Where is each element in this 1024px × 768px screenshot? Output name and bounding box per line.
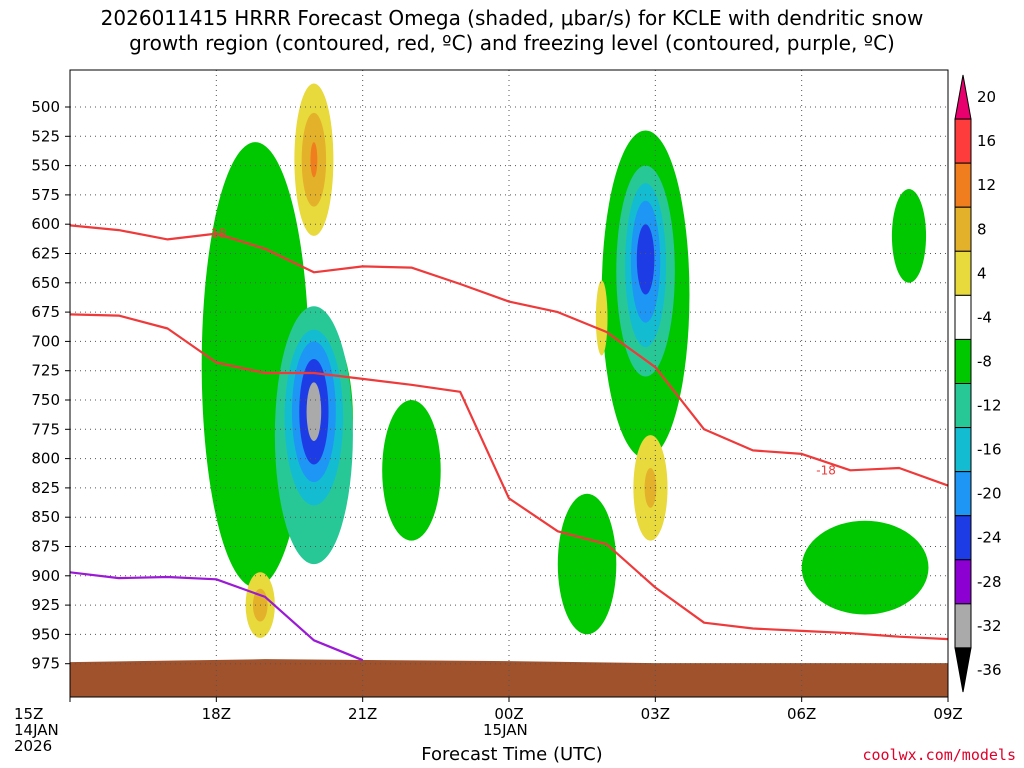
terrain-band: [70, 659, 948, 697]
omega-blob-12: [801, 520, 929, 615]
y-tick-label: 850: [31, 508, 60, 526]
y-tick-label: 575: [31, 186, 60, 204]
colorbar-tick-label: -32: [977, 617, 1002, 635]
x-axis-title: Forecast Time (UTC): [421, 744, 603, 765]
y-axis: 500 525 550 575 600 625 650 675 700 725 750 775 800 8…: [31, 98, 70, 673]
contour-label: -18: [816, 463, 836, 477]
colorbar-swatch: [954, 206, 972, 252]
colorbar-swatch: [954, 74, 972, 120]
y-tick-label: 600: [31, 215, 60, 233]
x-tick-label: 15Z: [14, 705, 43, 723]
contour-freezing-level: [70, 571, 364, 662]
colorbar-tick-label: -4: [977, 308, 992, 326]
x-tick-label: 09Z: [933, 705, 962, 723]
y-tick-label: 875: [31, 538, 60, 556]
x-tick-label: 21Z: [348, 705, 377, 723]
y-tick-label: 950: [31, 625, 60, 643]
x-tick-label: 06Z: [787, 705, 816, 723]
colorbar-tick-label: -24: [977, 529, 1002, 547]
colorbar-swatch: [954, 338, 972, 384]
y-tick-label: 650: [31, 274, 60, 292]
colorbar-swatch: [954, 383, 972, 429]
x-tick-sublabel: 2026: [14, 737, 52, 755]
x-tick-label: 03Z: [641, 705, 670, 723]
colorbar-swatch: [954, 559, 972, 605]
y-tick-label: 825: [31, 479, 60, 497]
y-tick-label: 750: [31, 391, 60, 409]
colorbar-tick-label: -28: [977, 573, 1002, 591]
omega-shading: [133, 70, 948, 652]
colorbar-tick-label: -8: [977, 353, 992, 371]
chart-title: 2026011415 HRRR Forecast Omega (shaded, …: [100, 6, 924, 55]
colorbar-tick-label: 4: [977, 264, 987, 282]
y-tick-label: 800: [31, 450, 60, 468]
colorbar-swatch: [954, 427, 972, 473]
colorbar-swatch: [954, 515, 972, 561]
omega-blob-27: [310, 142, 318, 178]
colorbar: 20 16 12 8 4 -4 -8 -12 -16 -20 -24 -28 -32 -36: [954, 74, 1002, 693]
colorbar-swatch: [954, 162, 972, 208]
omega-blob-28: [595, 280, 608, 356]
x-tick-label: 00Z: [494, 705, 523, 723]
colorbar-tick-label: 8: [977, 220, 987, 238]
x-tick-sublabel: 15JAN: [483, 721, 528, 739]
y-tick-label: 550: [31, 157, 60, 175]
colorbar-tick-label: -20: [977, 485, 1002, 503]
colorbar-swatch: [954, 294, 972, 340]
y-tick-label: 500: [31, 98, 60, 116]
y-tick-label: 700: [31, 332, 60, 350]
credit-link[interactable]: coolwx.com/models: [862, 746, 1016, 764]
omega-blob-15: [557, 493, 617, 635]
colorbar-tick-label: -16: [977, 441, 1002, 459]
x-tick-label: 18Z: [202, 705, 231, 723]
colorbar-tick-label: 12: [977, 176, 996, 194]
colorbar-tick-label: -36: [977, 661, 1002, 679]
y-tick-label: 975: [31, 655, 60, 673]
omega-blob-24: [306, 382, 322, 442]
colorbar-tick-label: 16: [977, 132, 996, 150]
colorbar-tick-label: 20: [977, 88, 996, 106]
x-tick-sublabel: 14JAN: [14, 721, 59, 739]
omega-blob-23: [636, 224, 655, 295]
contour-dgz-bottom: [70, 313, 948, 641]
colorbar-swatch: [954, 603, 972, 649]
colorbar-swatch: [954, 647, 972, 693]
omega-blob-5: [504, 70, 641, 236]
colorbar-tick-label: -12: [977, 397, 1002, 415]
omega-blob-14: [382, 400, 441, 541]
terrain-fill: [70, 659, 948, 697]
y-tick-label: 900: [31, 567, 60, 585]
contours: -18 -18: [70, 224, 948, 662]
y-tick-label: 675: [31, 303, 60, 321]
contour-dgz-top: [70, 224, 948, 487]
omega-blob-13: [891, 189, 927, 283]
colorbar-swatch: [954, 471, 972, 517]
y-tick-label: 625: [31, 245, 60, 263]
y-tick-label: 725: [31, 362, 60, 380]
colorbar-swatch: [954, 250, 972, 296]
y-tick-label: 525: [31, 127, 60, 145]
contour-label: -18: [207, 227, 227, 241]
colorbar-swatch: [954, 118, 972, 164]
y-tick-label: 775: [31, 420, 60, 438]
y-tick-label: 925: [31, 596, 60, 614]
